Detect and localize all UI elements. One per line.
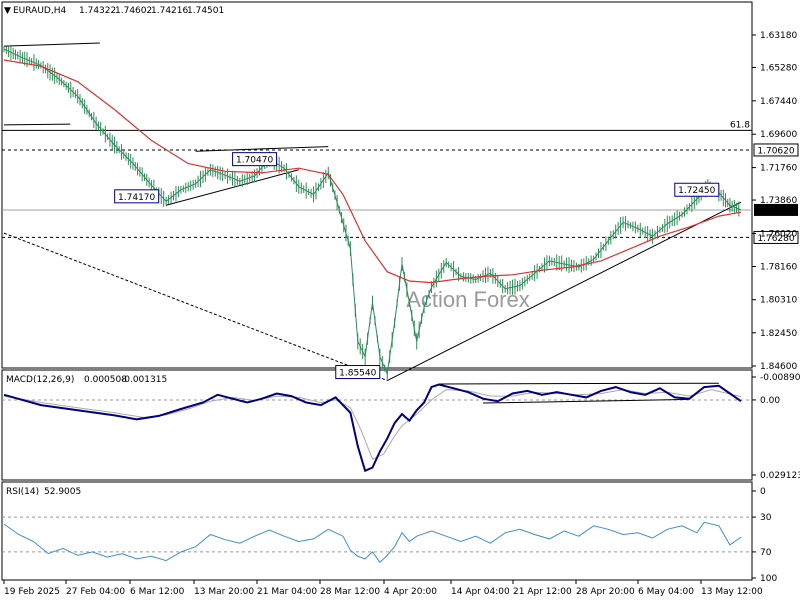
price-y-tick-label: 1.80310 xyxy=(760,296,797,306)
price-annotation-label: 1.72450 xyxy=(678,186,715,196)
x-tick-label: 13 Mar 20:00 xyxy=(194,587,254,597)
price-y-tick-label: 1.63180 xyxy=(760,31,797,41)
current-price-label: 1.74501 xyxy=(757,206,794,216)
trend-line xyxy=(3,232,388,381)
price-y-tick-label: 1.73860 xyxy=(760,196,797,206)
rsi-y-tick-label: 0 xyxy=(760,487,766,497)
price-trendlines xyxy=(3,42,742,381)
price-annotation-box xyxy=(674,182,720,197)
price-header-close: 1.74501 xyxy=(187,6,224,16)
level-price-label: 1.76280 xyxy=(757,234,794,244)
rsi-header-label: RSI(14) xyxy=(6,487,39,497)
price-header-high: 1.74602 xyxy=(115,6,152,16)
macd-header-signal: -0.001315 xyxy=(121,375,167,385)
price-y-tick-label: 1.82450 xyxy=(760,329,797,339)
macd-pane-frame xyxy=(1,369,753,481)
price-annotation-box xyxy=(335,365,381,380)
dropdown-arrow-icon[interactable]: ▼ xyxy=(4,6,11,16)
y-axis-ticks: 1.84600 1.82450 1.80310 1.78160 1.76020 1.738… xyxy=(752,31,800,584)
price-header-symbol: EURAUD,H4 xyxy=(13,6,66,16)
rsi-header-value: 52.9005 xyxy=(44,487,81,497)
price-y-tick-label: 1.65280 xyxy=(760,63,797,73)
price-y-tick-label: 1.67440 xyxy=(760,97,797,107)
x-tick-label: 28 Mar 12:00 xyxy=(320,587,380,597)
trend-line xyxy=(3,123,71,126)
x-tick-label: 13 May 12:00 xyxy=(701,587,763,597)
price-annotation-box xyxy=(232,152,278,167)
price-series xyxy=(3,44,742,380)
rsi-y-tick-label: 100 xyxy=(760,574,777,584)
price-y-tick-label: 1.84600 xyxy=(760,362,797,372)
macd-line xyxy=(3,383,742,473)
level-price-box xyxy=(753,143,799,157)
moving-average-line xyxy=(3,59,742,284)
price-line xyxy=(3,48,742,376)
rsi-pane-frame xyxy=(1,481,753,581)
rsi-line xyxy=(3,521,742,564)
price-header-low: 1.74216 xyxy=(151,6,188,16)
rsi-y-tick-label: 30 xyxy=(760,513,772,523)
rsi-y-tick-label: 70 xyxy=(760,548,772,558)
price-annotation-box xyxy=(114,189,160,204)
macd-header-macd: 0.000508 xyxy=(84,375,127,385)
x-tick-label: 28 Apr 20:00 xyxy=(576,587,635,597)
macd-header-label: MACD(12,26,9) xyxy=(6,375,74,385)
x-tick-label: 21 Mar 04:00 xyxy=(257,587,317,597)
macd-signal-line xyxy=(3,389,742,460)
macd-series xyxy=(2,382,752,473)
price-annotation-label: 1.74170 xyxy=(118,193,155,203)
trend-line xyxy=(387,201,742,381)
rsi-series xyxy=(2,516,752,564)
price-y-tick-label: 1.76020 xyxy=(760,229,797,239)
trend-line xyxy=(3,42,100,47)
fib-level-label: 61.8 xyxy=(730,120,750,130)
price-annotation-label: 1.70470 xyxy=(236,156,273,166)
macd-trend-line xyxy=(483,398,690,404)
current-price-box xyxy=(754,203,798,216)
x-tick-label: 19 Feb 2025 xyxy=(4,587,60,597)
level-price-label: 1.70620 xyxy=(757,146,794,156)
x-tick-label: 14 Apr 04:00 xyxy=(451,587,510,597)
level-price-box xyxy=(753,230,799,244)
trend-line xyxy=(166,169,299,206)
price-pane-frame xyxy=(1,1,753,369)
price-y-tick-label: 1.71760 xyxy=(760,164,797,174)
x-tick-label: 4 Apr 20:00 xyxy=(384,587,437,597)
x-tick-label: 21 Apr 12:00 xyxy=(513,587,572,597)
watermark: Action Forex xyxy=(406,287,530,312)
price-levels: 1.76280 1.70620 61.8 1.74501 xyxy=(2,120,799,244)
trend-line xyxy=(195,146,329,152)
price-annotation-label: 1.85540 xyxy=(339,369,376,379)
price-annotations: 1.85540 1.74170 1.70470 1.72450 xyxy=(114,152,720,380)
x-tick-label: 6 Mar 12:00 xyxy=(130,587,185,597)
price-y-tick-label: 1.78160 xyxy=(760,262,797,272)
macd-trend-line xyxy=(438,382,719,385)
x-axis-ticks: 19 Feb 2025 27 Feb 04:00 6 Mar 12:00 13 Mar… xyxy=(3,580,763,597)
x-tick-label: 6 May 04:00 xyxy=(638,587,694,597)
macd-y-tick-label: 0.029123 xyxy=(760,471,800,481)
x-tick-label: 27 Feb 04:00 xyxy=(66,587,125,597)
macd-y-tick-label: 0.00 xyxy=(760,396,780,406)
price-header-open: 1.74322 xyxy=(79,6,116,16)
price-y-tick-label: 1.69600 xyxy=(760,130,797,140)
